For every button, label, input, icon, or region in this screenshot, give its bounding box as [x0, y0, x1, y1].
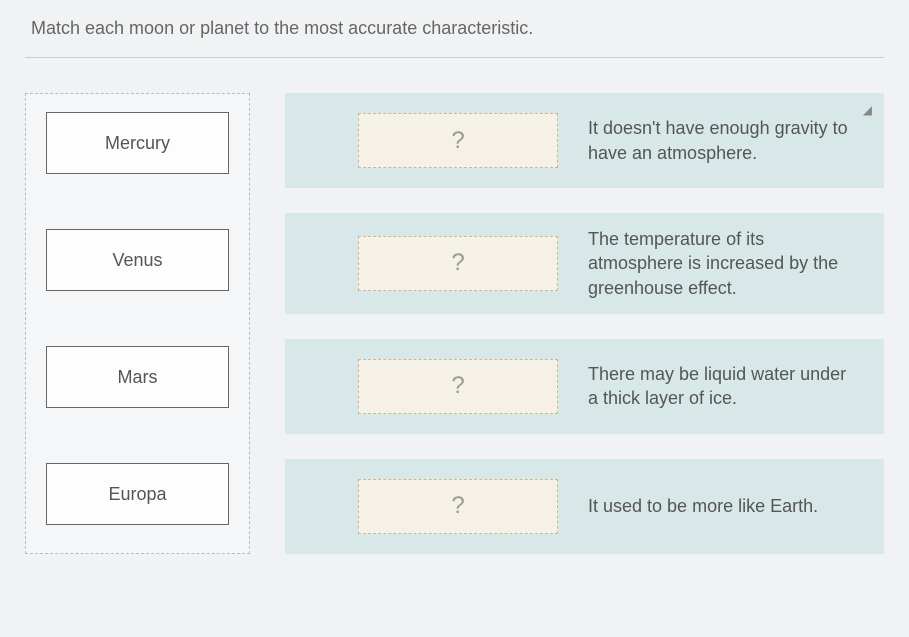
target-description: It used to be more like Earth. — [558, 494, 866, 518]
draggable-europa[interactable]: Europa — [46, 463, 229, 525]
divider — [25, 57, 884, 58]
dropzone-3[interactable]: ? — [358, 359, 558, 414]
target-row: ? It doesn't have enough gravity to have… — [285, 93, 884, 188]
instruction-text: Match each moon or planet to the most ac… — [25, 10, 884, 57]
draggable-label: Europa — [108, 484, 166, 505]
draggable-label: Mars — [118, 367, 158, 388]
quiz-container: Match each moon or planet to the most ac… — [0, 0, 909, 574]
target-row: ? There may be liquid water under a thic… — [285, 339, 884, 434]
target-row: ? The temperature of its atmosphere is i… — [285, 213, 884, 314]
dropzone-placeholder: ? — [451, 492, 464, 520]
dropzone-2[interactable]: ? — [358, 236, 558, 291]
draggable-label: Venus — [112, 250, 162, 271]
draggable-mercury[interactable]: Mercury — [46, 112, 229, 174]
target-description: It doesn't have enough gravity to have a… — [558, 116, 866, 165]
target-description: The temperature of its atmosphere is inc… — [558, 227, 866, 300]
dropzone-placeholder: ? — [451, 127, 464, 155]
target-column: ? It doesn't have enough gravity to have… — [285, 93, 884, 554]
content-area: Mercury Venus Mars Europa ? It doesn't h… — [25, 93, 884, 554]
draggable-mars[interactable]: Mars — [46, 346, 229, 408]
dropzone-1[interactable]: ? — [358, 113, 558, 168]
dropzone-4[interactable]: ? — [358, 479, 558, 534]
dropzone-placeholder: ? — [451, 249, 464, 277]
target-row: ? It used to be more like Earth. — [285, 459, 884, 554]
target-description: There may be liquid water under a thick … — [558, 362, 866, 411]
dropzone-placeholder: ? — [451, 372, 464, 400]
expand-icon[interactable]: ◢ — [863, 103, 872, 117]
draggable-source-column: Mercury Venus Mars Europa — [25, 93, 250, 554]
draggable-label: Mercury — [105, 133, 170, 154]
draggable-venus[interactable]: Venus — [46, 229, 229, 291]
